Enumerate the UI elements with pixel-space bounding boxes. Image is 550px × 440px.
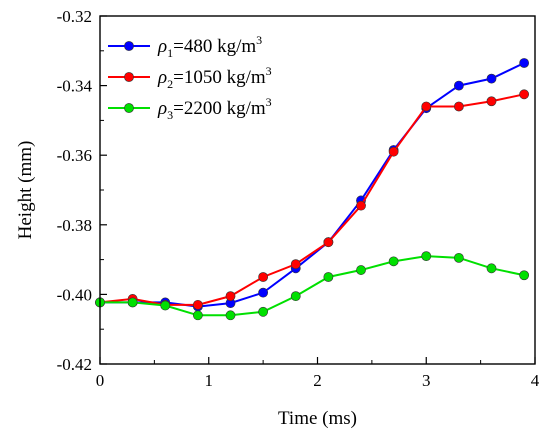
data-point	[388, 256, 399, 267]
x-axis-title: Time (ms)	[278, 408, 357, 429]
data-point	[192, 310, 203, 321]
data-point	[421, 101, 432, 112]
legend-swatch-marker	[124, 103, 134, 113]
data-point	[453, 80, 464, 91]
y-tick-label: -0.32	[57, 7, 92, 26]
data-point	[192, 299, 203, 310]
data-point	[519, 58, 530, 68]
data-point	[519, 89, 530, 100]
y-tick-label: -0.38	[57, 216, 92, 235]
series-2	[95, 89, 530, 310]
data-point	[258, 306, 269, 317]
data-point	[421, 251, 432, 262]
data-point	[323, 272, 334, 282]
data-point	[290, 259, 301, 270]
data-point	[225, 310, 236, 321]
plot-area-frame	[99, 15, 536, 365]
series-line	[100, 255, 525, 317]
data-point	[486, 263, 497, 274]
data-point	[225, 291, 236, 302]
legend-swatch-marker	[124, 41, 134, 51]
data-point	[356, 265, 366, 275]
data-point	[388, 146, 399, 157]
data-point	[127, 297, 138, 308]
x-tick-label: 2	[313, 371, 322, 390]
y-tick-label: -0.42	[57, 355, 92, 374]
data-point	[323, 237, 334, 248]
legend-label: ρ3=2200 kg/m3	[157, 95, 272, 122]
data-point	[160, 300, 171, 311]
data-point	[519, 270, 530, 281]
series-3	[95, 251, 530, 321]
series-lines	[95, 58, 530, 321]
series-1	[95, 58, 530, 312]
x-tick-label: 4	[531, 371, 540, 390]
data-point	[486, 73, 497, 84]
series-line	[99, 93, 525, 306]
x-tick-label: 1	[205, 371, 214, 390]
data-point	[258, 272, 269, 282]
legend: ρ1=480 kg/m3 ρ2=1050 kg/m3 ρ3=2200 kg/m3	[108, 33, 272, 122]
data-point	[258, 287, 269, 298]
x-tick-label: 3	[422, 371, 431, 390]
legend-item: ρ3=2200 kg/m3	[108, 95, 272, 122]
legend-item: ρ2=1050 kg/m3	[108, 64, 272, 91]
data-point	[356, 200, 366, 211]
data-point	[453, 252, 464, 263]
x-tick-label: 0	[96, 371, 105, 390]
legend-label: ρ2=1050 kg/m3	[157, 64, 272, 91]
data-point	[290, 291, 301, 302]
y-tick-label: -0.40	[57, 285, 92, 304]
series-line	[100, 62, 525, 308]
data-point	[453, 101, 464, 112]
y-tick-label: -0.36	[57, 146, 92, 165]
y-tick-label: -0.34	[57, 77, 93, 96]
legend-item: ρ1=480 kg/m3	[108, 33, 262, 60]
legend-swatch-marker	[124, 72, 134, 82]
legend-label: ρ1=480 kg/m3	[157, 33, 262, 60]
y-axis-title: Height (mm)	[15, 141, 36, 240]
data-point	[486, 96, 497, 107]
tick-labels: 0 1 2 3 4 -0.42 -0.40 -0.38 -0.36 -0.34 -0.32	[57, 7, 540, 390]
